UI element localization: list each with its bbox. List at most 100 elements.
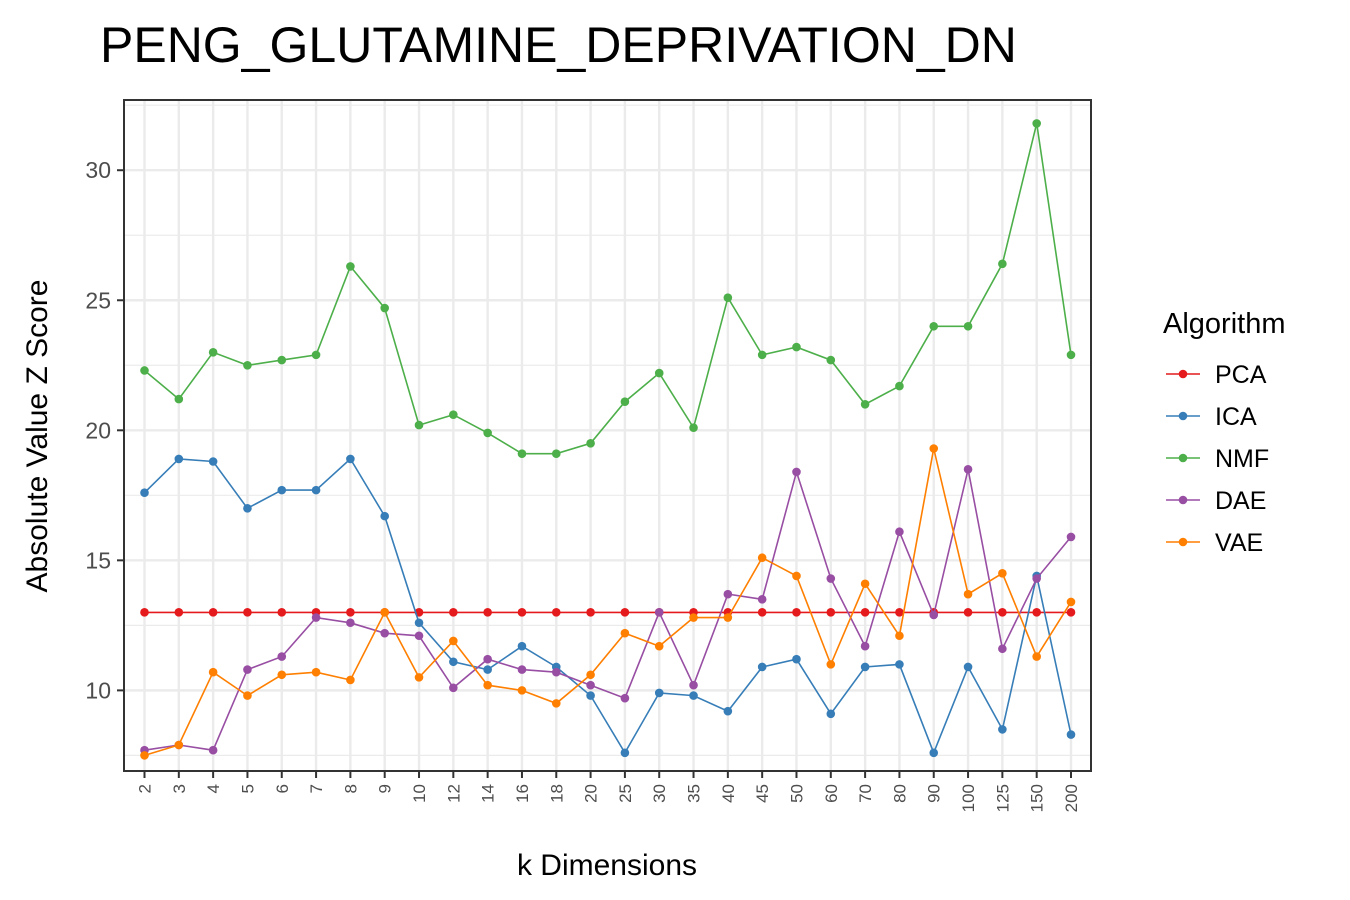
data-point-ica — [380, 511, 390, 521]
data-point-dae — [346, 618, 355, 628]
data-point-ica — [998, 725, 1007, 734]
x-tick-label: 40 — [719, 784, 738, 803]
legend-item-ica: ICA — [1166, 403, 1257, 431]
x-tick-label: 60 — [822, 784, 841, 803]
data-point-nmf — [551, 449, 561, 459]
data-point-dae — [551, 667, 561, 677]
data-point-nmf — [929, 321, 939, 331]
series-dae — [140, 465, 1076, 755]
data-point-vae — [551, 699, 561, 708]
series-vae — [140, 444, 1076, 760]
y-tick-label: 30 — [85, 157, 111, 183]
plot-border — [123, 99, 1092, 772]
data-point-nmf — [757, 350, 767, 360]
x-tick-label: 80 — [890, 784, 909, 803]
series-pca — [140, 608, 1076, 617]
legend-label: ICA — [1215, 403, 1257, 431]
data-point-pca — [174, 608, 184, 617]
x-tick-label: 100 — [959, 784, 978, 812]
data-point-dae — [311, 613, 321, 622]
data-point-vae — [277, 670, 287, 680]
data-point-vae — [414, 673, 424, 682]
x-tick-label: 7 — [307, 784, 326, 793]
data-point-ica — [689, 691, 698, 700]
x-tick-label: 50 — [787, 784, 806, 803]
x-tick-label: 18 — [547, 784, 566, 803]
data-point-ica — [517, 641, 527, 651]
x-tick-label: 16 — [513, 784, 532, 803]
legend-item-dae: DAE — [1166, 487, 1266, 515]
plot-panel — [124, 100, 1091, 771]
data-point-ica — [346, 454, 355, 464]
legend: Algorithm PCA ICA NMF DAE VAE — [1163, 308, 1286, 557]
series-line-dae — [144, 469, 1072, 752]
data-point-dae — [414, 631, 424, 641]
panel-background — [124, 100, 1091, 771]
data-point-vae — [1032, 652, 1041, 661]
data-point-pca — [243, 608, 252, 617]
data-point-ica — [277, 485, 287, 495]
data-point-pca — [551, 608, 561, 617]
x-tick-label: 9 — [376, 784, 395, 793]
data-point-ica — [1066, 730, 1076, 739]
data-point-vae — [929, 444, 939, 453]
data-point-dae — [208, 745, 218, 755]
legend-key-point — [1178, 453, 1188, 463]
legend-item-nmf: NMF — [1166, 445, 1269, 473]
data-point-vae — [517, 686, 527, 695]
data-point-pca — [140, 608, 149, 617]
x-tick-label: 2 — [136, 784, 155, 793]
data-point-vae — [998, 569, 1007, 578]
data-point-dae — [963, 465, 973, 474]
data-point-pca — [998, 608, 1007, 617]
data-point-dae — [654, 608, 664, 617]
data-point-pca — [483, 608, 492, 617]
data-point-ica — [208, 457, 218, 466]
series-layer — [140, 119, 1076, 760]
series-line-vae — [144, 448, 1072, 757]
x-axis: 2 3 4 5 6 7 8 9 10 12 14 16 18 20 25 30 35 40 45 50 60 70 80 90… — [136, 771, 1081, 812]
y-tick-label: 20 — [85, 417, 111, 443]
data-point-pca — [1032, 608, 1041, 617]
x-tick-label: 20 — [582, 784, 601, 803]
x-tick-label: 25 — [616, 784, 635, 803]
data-point-vae — [689, 613, 698, 622]
x-tick-label: 30 — [650, 784, 669, 803]
data-point-vae — [346, 675, 355, 685]
x-tick-label: 70 — [856, 784, 875, 803]
data-point-ica — [792, 654, 801, 664]
data-point-vae — [449, 636, 458, 646]
series-line-ica — [143, 457, 1072, 755]
data-point-vae — [586, 670, 595, 680]
legend-key-point — [1178, 369, 1188, 379]
data-point-nmf — [689, 423, 698, 432]
series-nmf — [140, 119, 1076, 459]
data-point-dae — [1032, 574, 1041, 583]
data-point-dae — [277, 652, 287, 661]
x-tick-label: 200 — [1062, 784, 1081, 812]
data-point-dae — [895, 527, 904, 537]
data-point-pca — [517, 608, 527, 617]
data-point-ica — [929, 748, 939, 758]
data-point-vae — [860, 579, 870, 589]
data-point-nmf — [243, 360, 252, 370]
data-point-vae — [826, 660, 836, 669]
data-point-nmf — [620, 397, 630, 406]
data-point-nmf — [517, 449, 527, 459]
x-tick-label: 6 — [273, 784, 292, 793]
data-point-dae — [723, 589, 733, 599]
chart-title: PENG_GLUTAMINE_DEPRIVATION_DN — [100, 17, 1017, 73]
data-point-pca — [895, 608, 904, 617]
data-point-ica — [414, 618, 424, 628]
x-tick-label: 12 — [444, 784, 463, 803]
data-point-nmf — [963, 321, 973, 331]
data-point-vae — [654, 641, 664, 651]
legend-label: PCA — [1215, 361, 1267, 389]
data-point-nmf — [654, 368, 664, 378]
data-point-dae — [586, 680, 595, 690]
data-point-dae — [380, 628, 390, 638]
data-point-vae — [963, 589, 973, 599]
x-tick-label: 10 — [410, 784, 429, 803]
data-point-ica — [586, 691, 595, 700]
